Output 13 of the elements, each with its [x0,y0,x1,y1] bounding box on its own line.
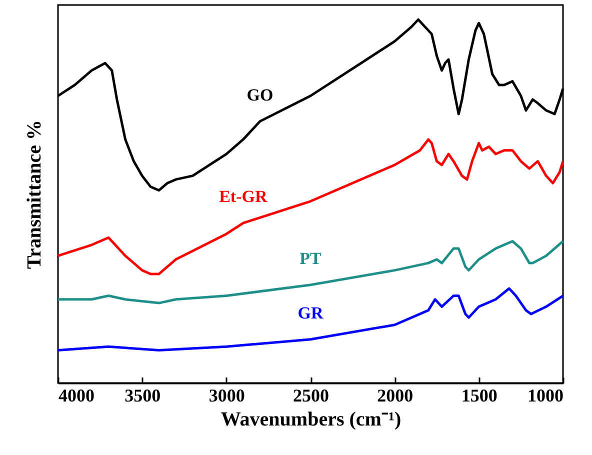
series-label: GO [246,85,274,104]
x-tick-label: 1000 [528,386,564,406]
x-axis-title: Wavenumbers (cm⁻¹) [220,408,402,430]
series-label: GR [298,303,324,322]
x-tick-label: 2500 [293,386,329,406]
x-tick-label: 1500 [461,386,498,406]
series-label: Et-GR [219,187,268,206]
y-axis-title: Transmittance % [24,120,46,270]
x-tick-label: 3500 [124,386,161,406]
series-label: PT [300,248,322,268]
x-tick-label: 2000 [377,386,414,406]
x-tick-label: 4000 [58,386,94,406]
x-tick-label: 3000 [208,386,245,406]
